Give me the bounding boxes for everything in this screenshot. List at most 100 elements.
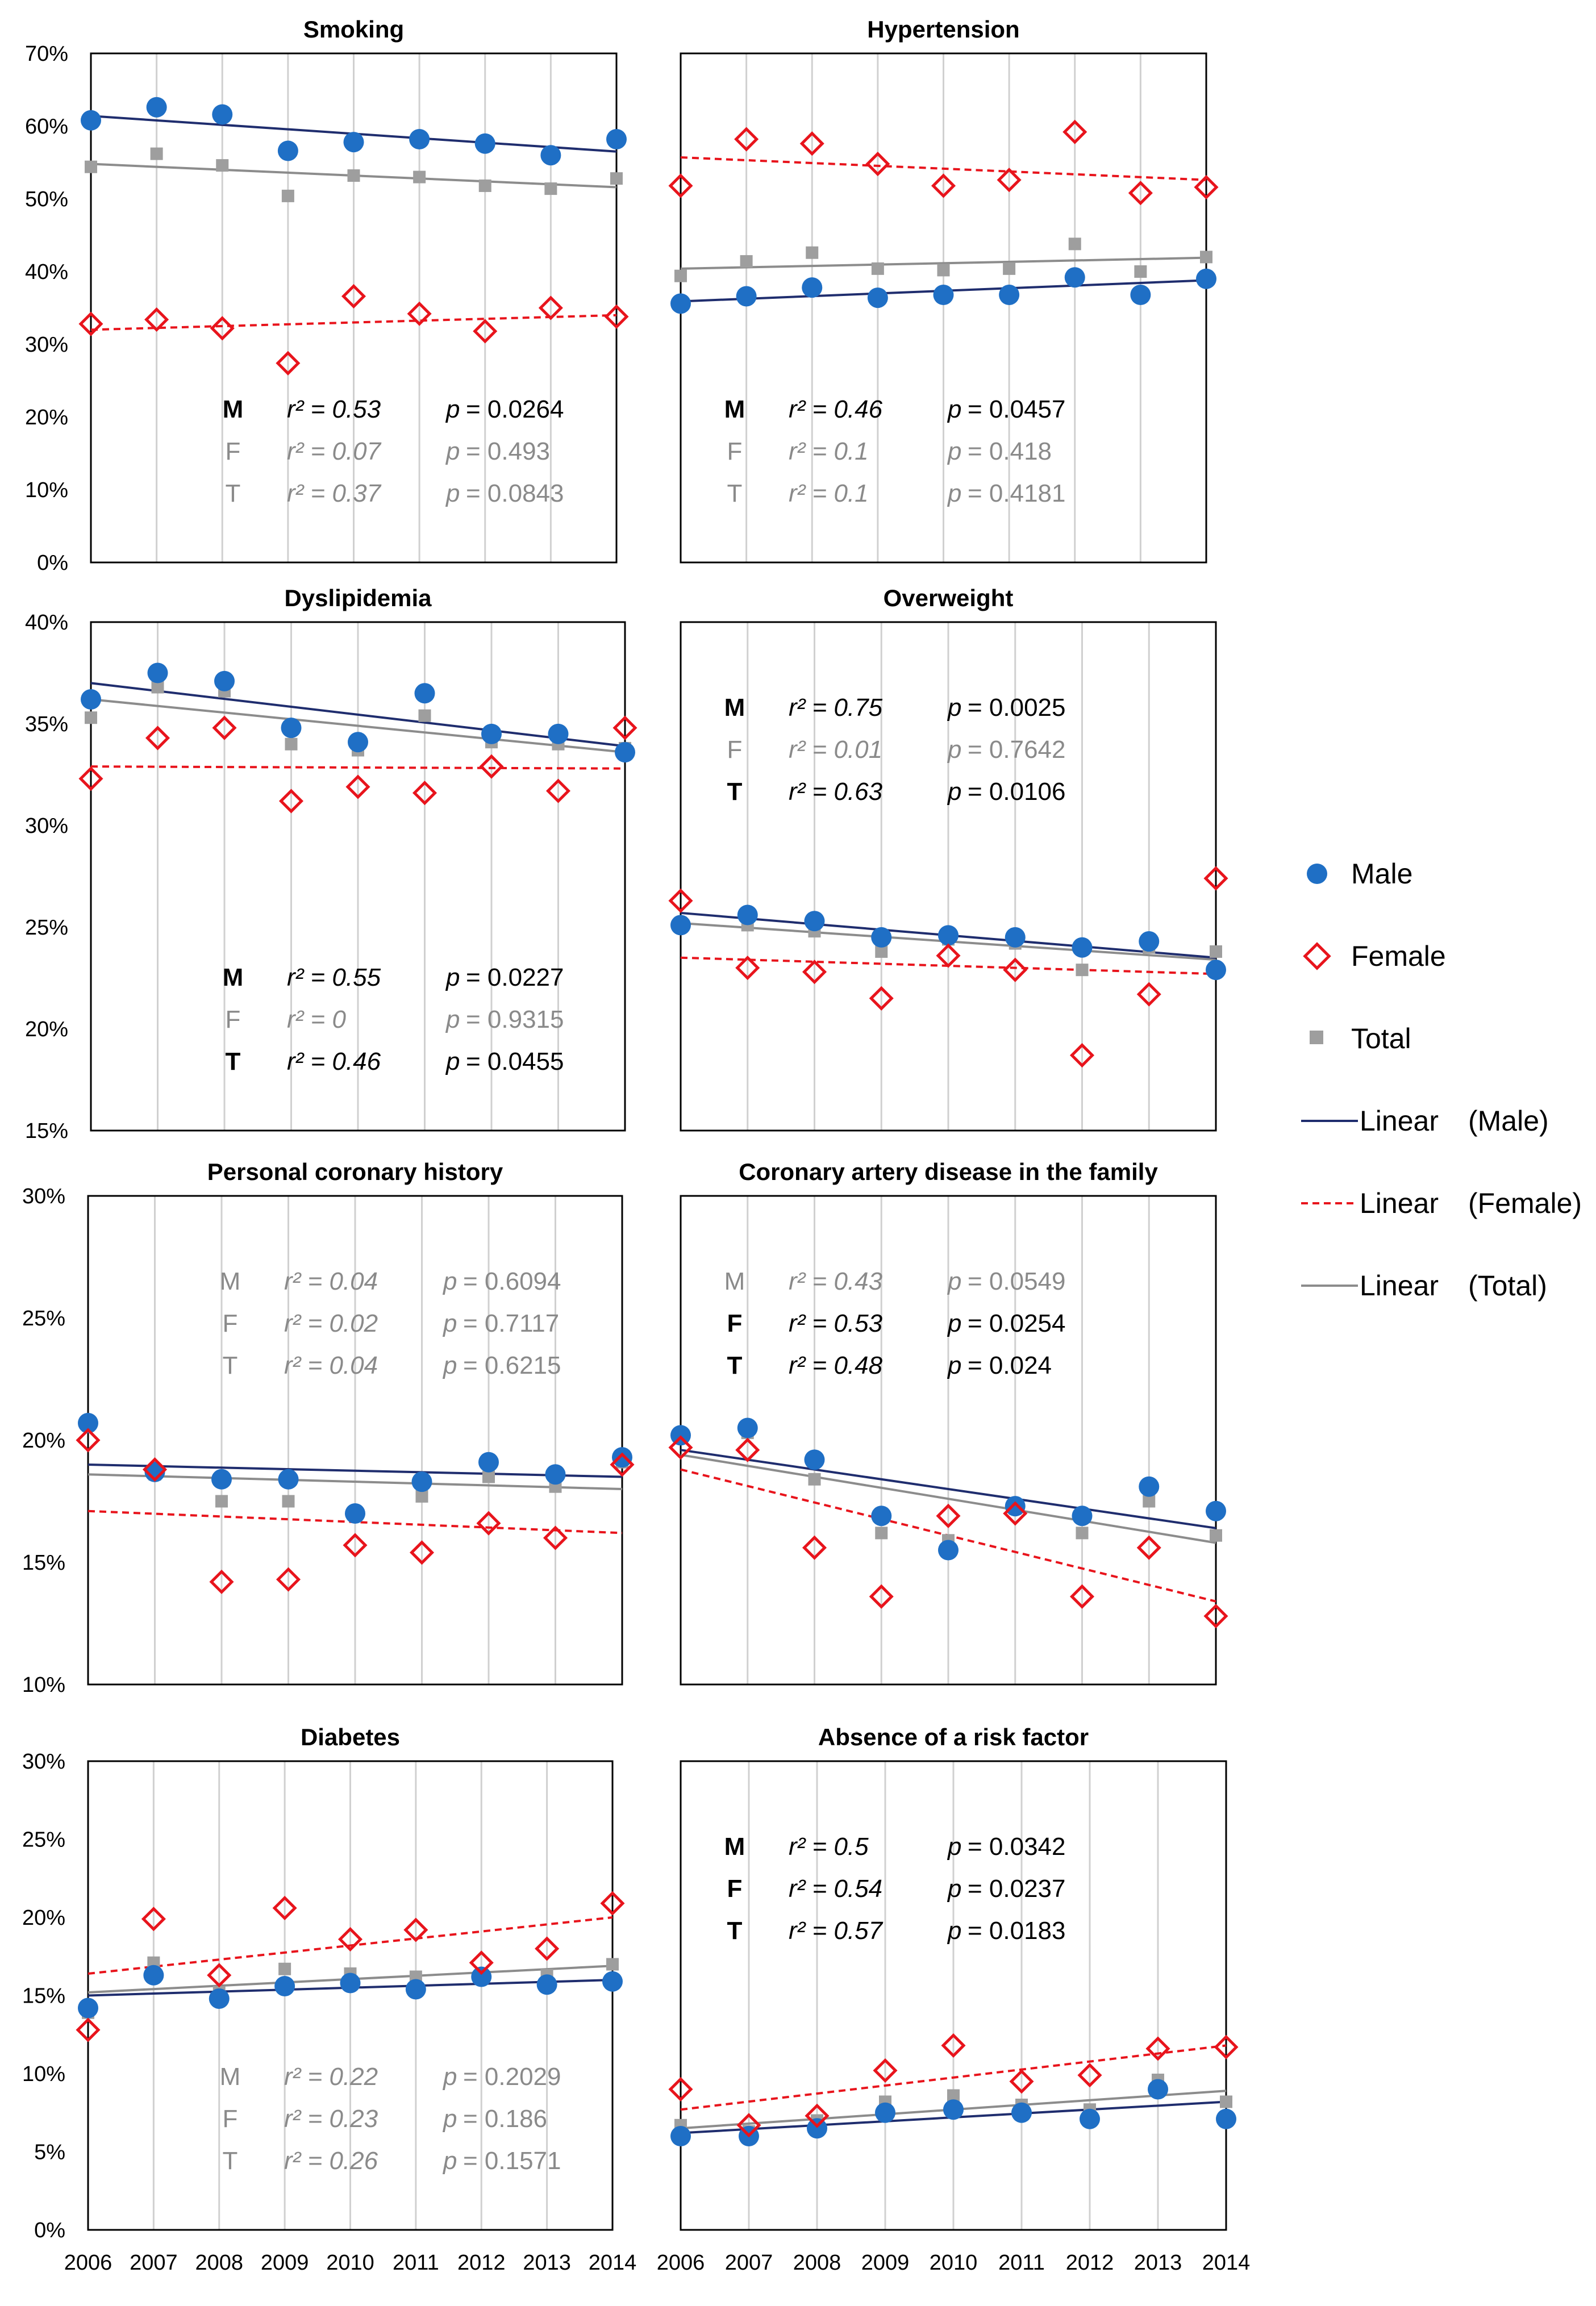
trendline-male: [90, 682, 626, 748]
legend: Male Female Total Linear (Male) Linear (…: [1301, 858, 1582, 1302]
point-male: [1206, 1500, 1226, 1521]
point-male: [802, 277, 823, 298]
point-male: [474, 133, 495, 154]
legend-female-label: Female: [1351, 940, 1446, 972]
point-female: [1009, 2069, 1034, 2094]
stat-label: F: [223, 1310, 238, 1337]
x-tick-label: 2008: [793, 2251, 841, 2275]
stat-p-value: = 0.0455: [466, 1048, 564, 1075]
point-female: [543, 1525, 568, 1550]
trendline-total: [680, 1453, 1216, 1544]
y-tick-label: 20%: [22, 1906, 65, 1930]
stat-p-value: = 0.1571: [463, 2147, 561, 2175]
legend-linear-total-label: Linear: [1360, 1270, 1439, 1302]
point-female: [341, 283, 366, 309]
point-female: [612, 715, 637, 740]
point-female: [409, 1540, 435, 1565]
stat-label: T: [727, 1352, 743, 1379]
stat-p-symbol: p: [445, 1048, 460, 1075]
point-total: [150, 147, 163, 160]
stat-label: T: [223, 1352, 238, 1379]
point-female: [272, 1895, 297, 1921]
plot-frame: [87, 1195, 623, 1686]
point-female: [479, 754, 504, 779]
y-tick-label: 30%: [25, 814, 68, 838]
stat-r-squared: r² = 0.75: [789, 694, 883, 722]
point-male: [615, 742, 635, 763]
stat-p-value: = 0.0254: [968, 1310, 1066, 1337]
point-male: [938, 925, 959, 946]
y-tick-label: 0%: [34, 2219, 65, 2242]
point-female: [209, 1569, 234, 1594]
stat-r-squared: r² = 0.63: [789, 778, 883, 806]
point-total: [937, 264, 950, 277]
point-female: [1214, 2034, 1239, 2059]
y-tick-label: 15%: [22, 1984, 65, 2008]
stat-label: F: [727, 437, 743, 465]
x-tick-label: 2013: [1134, 2251, 1182, 2275]
point-female: [76, 1428, 101, 1453]
stat-r-squared: r² = 0.43: [789, 1267, 883, 1295]
y-tick-label: 70%: [25, 42, 68, 66]
stat-r-squared: r² = 0.37: [287, 479, 382, 507]
x-tick-label: 2010: [930, 2251, 978, 2275]
y-tick-label: 10%: [22, 2062, 65, 2086]
point-total: [606, 1958, 619, 1971]
stat-p-symbol: p: [947, 1267, 961, 1295]
stat-label: M: [223, 964, 244, 991]
trendline-male: [680, 1449, 1216, 1529]
stat-p-value: = 0.0183: [968, 1917, 1066, 1945]
trendline-female: [680, 2044, 1227, 2111]
point-female: [1003, 957, 1028, 982]
point-female: [1062, 119, 1087, 144]
point-total: [282, 1495, 295, 1508]
stat-label: M: [220, 1267, 241, 1295]
point-male: [1011, 2102, 1032, 2123]
plot-frame: [90, 621, 626, 1132]
point-male: [1139, 931, 1160, 952]
stat-label: M: [724, 694, 745, 722]
x-tick-label: 2014: [1202, 2251, 1251, 2275]
chart-title: Personal coronary history: [207, 1158, 503, 1185]
point-male: [612, 1447, 632, 1468]
x-tick-label: 2007: [130, 2251, 178, 2275]
stat-p-symbol: p: [442, 2147, 457, 2175]
stat-p-symbol: p: [445, 1006, 460, 1033]
stat-p-value: = 0.0227: [466, 964, 564, 991]
point-total: [610, 172, 623, 185]
stat-p-value: = 0.7642: [968, 736, 1066, 764]
point-female: [735, 956, 760, 981]
y-tick-label: 20%: [22, 1429, 65, 1453]
y-tick-label: 25%: [25, 916, 68, 940]
point-male: [481, 723, 502, 744]
stat-label: F: [727, 736, 743, 764]
point-female: [735, 1437, 760, 1462]
stat-label: F: [226, 437, 241, 465]
y-tick-label: 60%: [25, 115, 68, 139]
point-male: [999, 284, 1020, 305]
point-total: [285, 737, 298, 750]
point-female: [1136, 982, 1161, 1007]
point-male: [943, 2099, 964, 2120]
point-male: [409, 129, 430, 150]
legend-linear-total-series: (Total): [1468, 1270, 1547, 1302]
stat-p-symbol: p: [947, 437, 961, 465]
point-male: [1080, 2108, 1100, 2129]
point-total: [281, 189, 294, 202]
stat-p-symbol: p: [442, 1267, 457, 1295]
point-female: [337, 1926, 363, 1952]
y-tick-label: 15%: [22, 1551, 65, 1575]
legend-male-label: Male: [1351, 858, 1412, 890]
y-tick-label: 30%: [22, 1185, 65, 1208]
stat-p-value: = 0.186: [463, 2105, 547, 2133]
stat-p-symbol: p: [947, 1833, 961, 1861]
point-total: [216, 159, 229, 172]
point-female: [210, 316, 235, 341]
point-female: [78, 766, 103, 791]
point-female: [538, 295, 563, 320]
point-male: [78, 1998, 98, 2019]
stat-p-symbol: p: [947, 736, 961, 764]
point-male: [414, 683, 435, 704]
x-tick-label: 2006: [657, 2251, 705, 2275]
point-total: [875, 945, 888, 958]
